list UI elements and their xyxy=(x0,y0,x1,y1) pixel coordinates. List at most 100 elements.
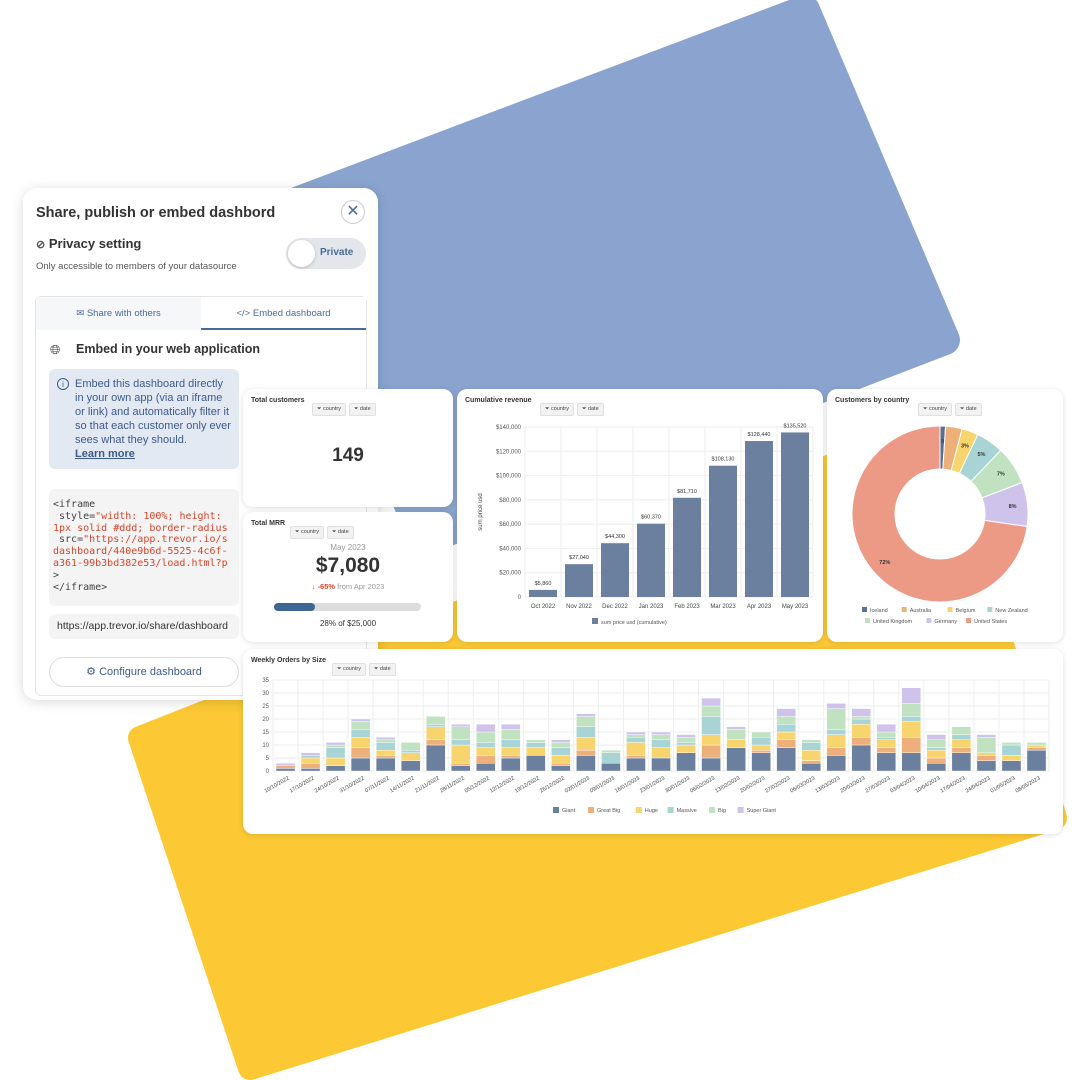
x-tick-label: 27/03/2023 xyxy=(864,776,891,795)
filter-country[interactable]: ⏷ country xyxy=(540,403,574,416)
bar-segment-huge xyxy=(776,731,796,741)
bar-segment-great-big xyxy=(576,749,596,756)
mrr-progress-bar xyxy=(274,603,421,611)
x-tick-label: 10/10/2022 xyxy=(264,776,291,795)
x-tick-label: 27/02/2023 xyxy=(764,776,791,795)
bar-segment-great-big xyxy=(901,736,922,753)
bar-segment-big xyxy=(425,716,446,725)
bar-segment-huge xyxy=(876,739,897,748)
bar-segment-giant xyxy=(851,744,871,772)
bar-segment-super-giant xyxy=(701,698,721,707)
bar-segment-giant xyxy=(350,757,371,772)
filter-date[interactable]: ⏷ date xyxy=(326,526,354,539)
filter-date[interactable]: ⏷ date xyxy=(368,663,396,676)
info-icon: i xyxy=(57,378,69,390)
bar-segment-giant xyxy=(976,760,997,772)
filter-date[interactable]: ⏷ date xyxy=(576,403,604,416)
bar-segment-super-giant xyxy=(826,703,846,709)
legend-swatch xyxy=(737,807,744,813)
bar-segment-great-big xyxy=(951,747,972,753)
configure-dashboard-button[interactable]: ⚙ Configure dashboard xyxy=(49,657,239,687)
y-tick-label: 10 xyxy=(262,743,269,749)
bar-segment-super-giant xyxy=(551,739,571,743)
info-box: i Embed this dashboard directly in your o… xyxy=(49,369,239,469)
total-customers-value: 149 xyxy=(332,445,364,466)
mrr-period: May 2023 xyxy=(330,543,366,552)
y-tick-label: 0 xyxy=(518,595,522,601)
card-title: Weekly Orders by Size xyxy=(251,657,326,664)
filter-date[interactable]: ⏷ date xyxy=(348,403,376,416)
bar-segment-huge xyxy=(726,739,746,748)
bar-segment-huge xyxy=(551,755,571,764)
bar-segment-big xyxy=(801,739,821,743)
bar-segment-giant xyxy=(751,752,771,772)
x-tick-label: Oct 2022 xyxy=(531,604,556,610)
bar-segment-giant xyxy=(551,765,571,772)
share-url-field[interactable]: https://app.trevor.io/share/dashboard xyxy=(49,614,239,639)
bar-segment-giant xyxy=(826,755,846,772)
filter-country[interactable]: ⏷ country xyxy=(312,403,346,416)
bar-segment-giant xyxy=(1001,760,1022,772)
bar-segment-huge xyxy=(375,749,396,756)
y-tick-label: $120,000 xyxy=(496,449,522,455)
filter-country[interactable]: ⏷ country xyxy=(332,663,366,676)
bar-segment-giant xyxy=(776,747,796,772)
legend-label: Super Giant xyxy=(747,808,777,814)
y-tick-label: $100,000 xyxy=(496,474,522,480)
x-tick-label: Feb 2023 xyxy=(674,604,700,610)
data-label: $60,370 xyxy=(641,515,661,521)
bar-segment-massive xyxy=(501,739,521,748)
filter-country[interactable]: ⏷ country xyxy=(290,526,324,539)
bar-segment-giant xyxy=(901,752,922,772)
bar-segment-giant xyxy=(926,762,947,772)
bar-segment-massive xyxy=(751,736,771,746)
bar-segment-great-big xyxy=(375,755,396,759)
bar-segment-super-giant xyxy=(350,718,371,722)
bar-segment-huge xyxy=(325,757,346,767)
x-tick-label: Apr 2023 xyxy=(747,604,772,610)
bar-segment-great-big xyxy=(451,762,471,766)
legend-label: Giant xyxy=(562,808,576,814)
privacy-subtitle: Only accessible to members of your datas… xyxy=(36,261,237,272)
filter-country[interactable]: ⏷ country xyxy=(918,403,952,416)
bar-segment-huge xyxy=(451,744,471,764)
bar-segment-massive xyxy=(801,742,821,751)
bar xyxy=(529,589,557,597)
bar-segment-massive xyxy=(325,747,346,759)
privacy-toggle[interactable]: Private xyxy=(286,238,366,269)
bar-segment-super-giant xyxy=(901,687,922,704)
x-tick-label: 21/11/2022 xyxy=(414,776,440,795)
x-tick-label: 28/11/2022 xyxy=(439,776,465,795)
x-tick-label: 08/05/2023 xyxy=(1015,776,1042,795)
cumulative-revenue-card: Cumulative revenue ⏷ country ⏷ date 0 $20,… xyxy=(457,389,823,642)
bar-segment-huge xyxy=(576,736,596,751)
close-icon[interactable]: ✕ xyxy=(341,200,365,224)
x-tick-label: 05/12/2022 xyxy=(464,776,491,795)
x-tick-label: Mar 2023 xyxy=(710,604,736,610)
bar-segment-super-giant xyxy=(976,734,997,738)
bar-segment-great-big xyxy=(701,744,721,759)
x-tick-label: 17/04/2023 xyxy=(940,776,967,795)
tab-embed-dashboard[interactable]: </> Embed dashboard xyxy=(201,297,366,330)
tab-share-with-others[interactable]: ✉ Share with others xyxy=(36,297,201,330)
learn-more-link[interactable]: Learn more xyxy=(75,448,135,460)
bar-segment-massive xyxy=(651,739,671,748)
globe-icon: 🌐︎ xyxy=(50,342,61,357)
filter-date[interactable]: ⏷ date xyxy=(954,403,982,416)
customers-by-country-card: Customers by country ⏷ country ⏷ date 1% 3… xyxy=(827,389,1063,642)
y-tick-label: 25 xyxy=(262,704,269,710)
bar-segment-massive xyxy=(551,747,571,756)
bar xyxy=(709,465,737,597)
bar-segment-super-giant xyxy=(501,723,521,730)
embed-code-block[interactable]: <iframe style="width: 100%; height: 1px … xyxy=(49,489,239,606)
bar-segment-massive xyxy=(676,742,696,746)
bar-segment-big xyxy=(375,739,396,743)
bar-segment-giant xyxy=(501,757,521,772)
bar-segment-huge xyxy=(901,721,922,738)
bar-segment-massive xyxy=(1001,744,1022,756)
x-tick-label: 20/03/2023 xyxy=(839,776,866,795)
bar-segment-super-giant xyxy=(451,723,471,727)
bar-segment-big xyxy=(851,716,871,720)
x-tick-label: 19/12/2022 xyxy=(514,776,541,795)
